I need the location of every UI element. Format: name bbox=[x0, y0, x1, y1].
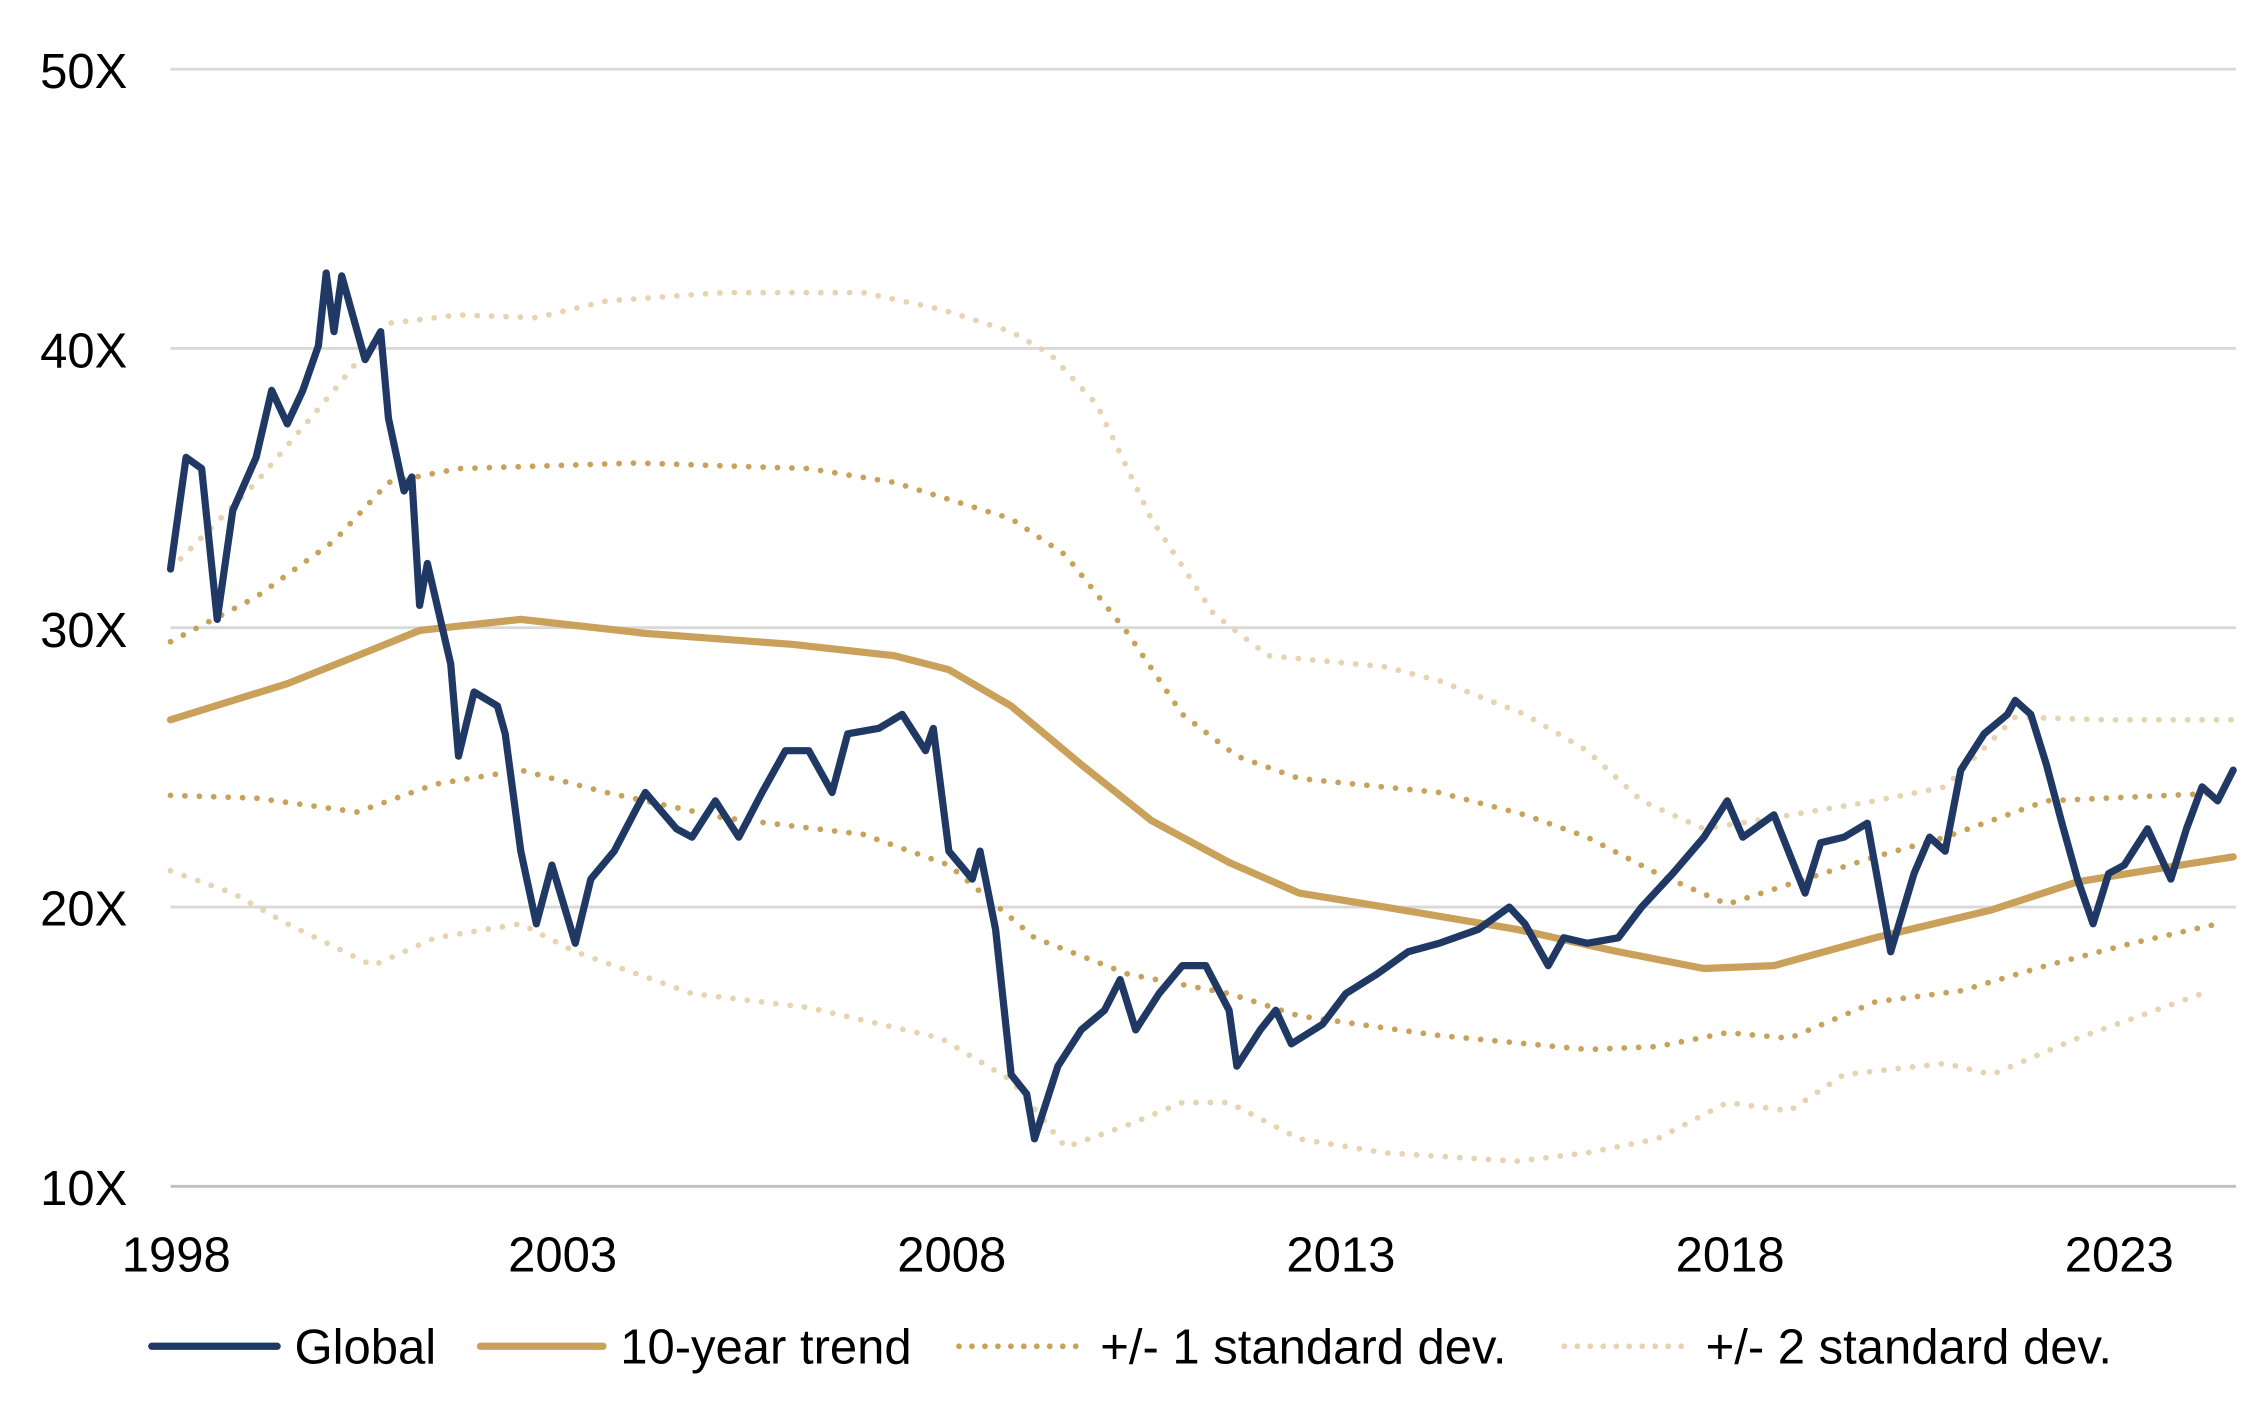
x-tick-label: 2008 bbox=[897, 1228, 1006, 1282]
y-tick-label: 30X bbox=[40, 604, 127, 658]
y-tick-label: 20X bbox=[40, 882, 127, 936]
legend-label-1sd: +/- 1 standard dev. bbox=[1100, 1321, 1506, 1375]
global-line bbox=[166, 269, 2237, 1143]
x-axis-ticks: 1998 2003 2008 2013 2018 2023 bbox=[122, 1228, 2174, 1282]
1sd-upper-band-line bbox=[167, 460, 2237, 908]
legend-label-global: Global bbox=[294, 1321, 436, 1375]
legend-label-trend: 10-year trend bbox=[620, 1321, 911, 1375]
x-tick-label: 1998 bbox=[122, 1228, 231, 1282]
x-tick-label: 2023 bbox=[2065, 1228, 2174, 1282]
y-tick-label: 50X bbox=[40, 45, 127, 99]
2sd-upper-band-line bbox=[167, 289, 2237, 832]
x-tick-label: 2013 bbox=[1286, 1228, 1395, 1282]
y-tick-label: 10X bbox=[40, 1162, 127, 1216]
gridlines bbox=[170, 67, 2237, 1188]
series-layer bbox=[166, 269, 2237, 1165]
trend-line bbox=[166, 615, 2237, 973]
y-tick-label: 40X bbox=[40, 325, 127, 379]
legend-label-2sd: +/- 2 standard dev. bbox=[1706, 1321, 2112, 1375]
x-tick-label: 2003 bbox=[508, 1228, 617, 1282]
x-tick-label: 2018 bbox=[1676, 1228, 1785, 1282]
2sd-lower-band-line bbox=[167, 867, 2205, 1165]
legend: Global 10-year trend +/- 1 standard dev.… bbox=[148, 1321, 2112, 1375]
y-axis-ticks: 10X 20X 30X 40X 50X bbox=[40, 45, 127, 1216]
1sd-lower-band-line bbox=[167, 767, 2221, 1053]
